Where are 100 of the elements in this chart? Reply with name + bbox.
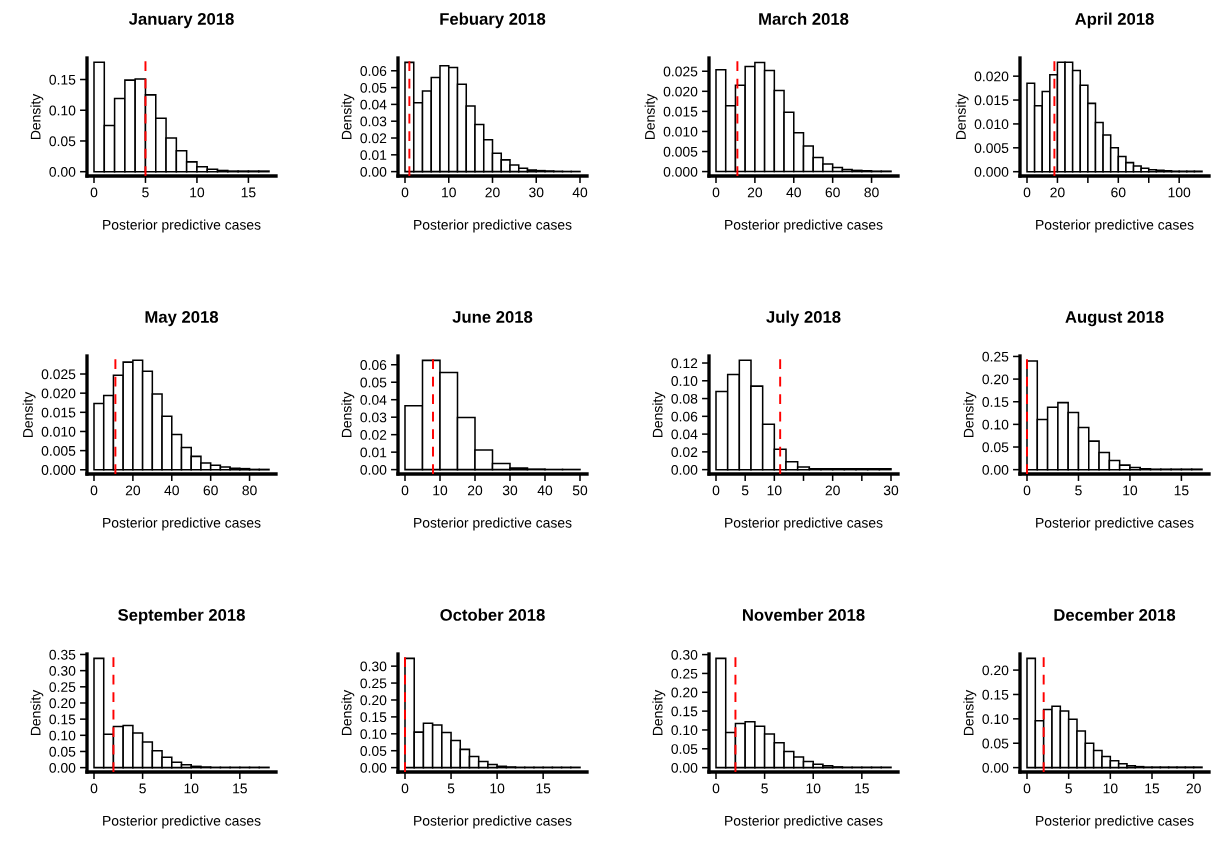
y-tick-label: 0.00 xyxy=(982,464,1009,475)
y-tick-label: 0.02 xyxy=(671,447,698,458)
x-tick-label: 0 xyxy=(1023,485,1031,496)
x-tick-label: 0 xyxy=(712,187,720,198)
y-tick-label: 0.10 xyxy=(49,730,76,741)
y-tick-label: 0.20 xyxy=(982,374,1009,385)
x-tick-label: 60 xyxy=(203,485,218,496)
x-axis-title: Posterior predictive cases xyxy=(725,815,883,829)
y-axis-title: Density xyxy=(644,93,658,140)
x-tick-label: 5 xyxy=(1075,485,1082,496)
chart-title: December 2018 xyxy=(1054,608,1176,621)
x-tick-label: 0 xyxy=(712,783,720,794)
y-tick-label: 0.000 xyxy=(41,465,76,475)
chart-title: August 2018 xyxy=(1065,311,1164,327)
y-tick-label: 0.025 xyxy=(41,369,76,380)
x-tick-label: 15 xyxy=(241,187,256,198)
x-tick-label: 5 xyxy=(142,187,149,198)
x-axis-title: Posterior predictive cases xyxy=(1036,219,1194,233)
y-tick-label: 0.05 xyxy=(982,442,1009,453)
x-tick-label: 0 xyxy=(401,485,409,496)
y-tick-label: 0.005 xyxy=(663,146,698,157)
y-tick-label: 0.000 xyxy=(974,167,1009,177)
y-tick-label: 0.06 xyxy=(360,66,387,76)
x-tick-label: 40 xyxy=(786,187,801,198)
x-tick-label: 0 xyxy=(90,187,98,198)
x-tick-label: 10 xyxy=(184,783,199,794)
y-tick-label: 0.06 xyxy=(671,411,698,422)
x-tick-label: 10 xyxy=(806,783,821,794)
x-tick-label: 20 xyxy=(747,187,763,198)
x-axis-title: Posterior predictive cases xyxy=(414,517,572,531)
y-axis-title: Density xyxy=(22,391,36,438)
y-tick-label: 0.15 xyxy=(671,706,698,717)
x-tick-label: 50 xyxy=(572,485,588,496)
x-tick-label: 0 xyxy=(712,485,720,496)
y-tick-label: 0.10 xyxy=(360,729,387,739)
x-tick-label: 10 xyxy=(190,187,205,198)
x-tick-label: 10 xyxy=(490,783,505,794)
y-tick-label: 0.00 xyxy=(671,762,698,773)
y-tick-label: 0.25 xyxy=(671,668,698,679)
y-axis-title: Density xyxy=(30,689,44,736)
x-tick-label: 0 xyxy=(90,783,98,794)
chart-title: July 2018 xyxy=(766,310,841,327)
y-tick-label: 0.010 xyxy=(663,126,698,137)
x-tick-label: 0 xyxy=(1023,783,1031,794)
y-axis-title: Density xyxy=(955,93,969,140)
y-axis-title: Density xyxy=(341,391,355,438)
y-tick-label: 0.02 xyxy=(360,430,387,440)
y-tick-label: 0.30 xyxy=(49,665,76,676)
y-axis-title: Density xyxy=(30,93,44,140)
x-tick-label: 15 xyxy=(233,783,247,794)
x-tick-label: 15 xyxy=(536,783,551,794)
x-tick-label: 10 xyxy=(1103,783,1118,794)
x-tick-label: 5 xyxy=(139,783,146,794)
chart-title: January 2018 xyxy=(128,13,234,29)
y-tick-label: 0.12 xyxy=(671,358,698,369)
y-tick-label: 0.04 xyxy=(360,99,387,110)
y-tick-label: 0.25 xyxy=(49,682,76,692)
x-axis-title: Posterior predictive cases xyxy=(103,219,261,233)
chart-title: June 2018 xyxy=(452,311,533,323)
y-tick-label: 0.005 xyxy=(974,143,1009,153)
y-tick-label: 0.35 xyxy=(49,649,76,660)
chart-title: October 2018 xyxy=(440,608,545,621)
x-axis-title: Posterior predictive cases xyxy=(103,517,261,531)
y-tick-label: 0.04 xyxy=(360,395,387,405)
y-tick-label: 0.00 xyxy=(360,166,387,177)
y-tick-label: 0.025 xyxy=(663,66,698,77)
x-tick-label: 30 xyxy=(529,187,544,198)
y-tick-label: 0.20 xyxy=(671,687,698,698)
x-tick-label: 20 xyxy=(125,485,141,496)
y-tick-label: 0.00 xyxy=(982,762,1009,773)
y-tick-label: 0.05 xyxy=(671,744,698,754)
y-tick-label: 0.00 xyxy=(671,464,698,475)
x-axis-title: Posterior predictive cases xyxy=(414,219,572,233)
x-tick-label: 5 xyxy=(1065,783,1072,794)
y-tick-label: 0.03 xyxy=(360,116,387,127)
x-axis-title: Posterior predictive cases xyxy=(1036,815,1194,829)
y-tick-label: 0.015 xyxy=(974,95,1009,106)
y-tick-label: 0.015 xyxy=(663,106,698,117)
y-tick-label: 0.30 xyxy=(360,661,387,672)
y-tick-label: 0.01 xyxy=(360,150,387,160)
chart-title: April 2018 xyxy=(1075,12,1154,29)
x-axis-title: Posterior predictive cases xyxy=(414,815,572,829)
x-tick-label: 20 xyxy=(1186,783,1201,794)
y-tick-label: 0.15 xyxy=(982,397,1009,407)
y-tick-label: 0.020 xyxy=(663,86,698,97)
y-tick-label: 0.020 xyxy=(41,388,76,399)
x-axis-title: Posterior predictive cases xyxy=(103,815,261,829)
y-tick-label: 0.10 xyxy=(49,105,76,116)
y-axis-title: Density xyxy=(963,689,977,736)
chart-title: May 2018 xyxy=(145,311,219,327)
y-tick-label: 0.30 xyxy=(671,649,698,660)
y-tick-label: 0.08 xyxy=(671,393,698,404)
y-tick-label: 0.03 xyxy=(360,412,387,423)
y-tick-label: 0.15 xyxy=(49,74,76,85)
chart-title: March 2018 xyxy=(759,12,849,25)
x-tick-label: 10 xyxy=(1123,485,1138,496)
y-tick-label: 0.05 xyxy=(360,746,387,756)
x-tick-label: 20 xyxy=(825,485,840,496)
y-tick-label: 0.10 xyxy=(671,725,698,736)
y-tick-label: 0.05 xyxy=(360,377,387,388)
